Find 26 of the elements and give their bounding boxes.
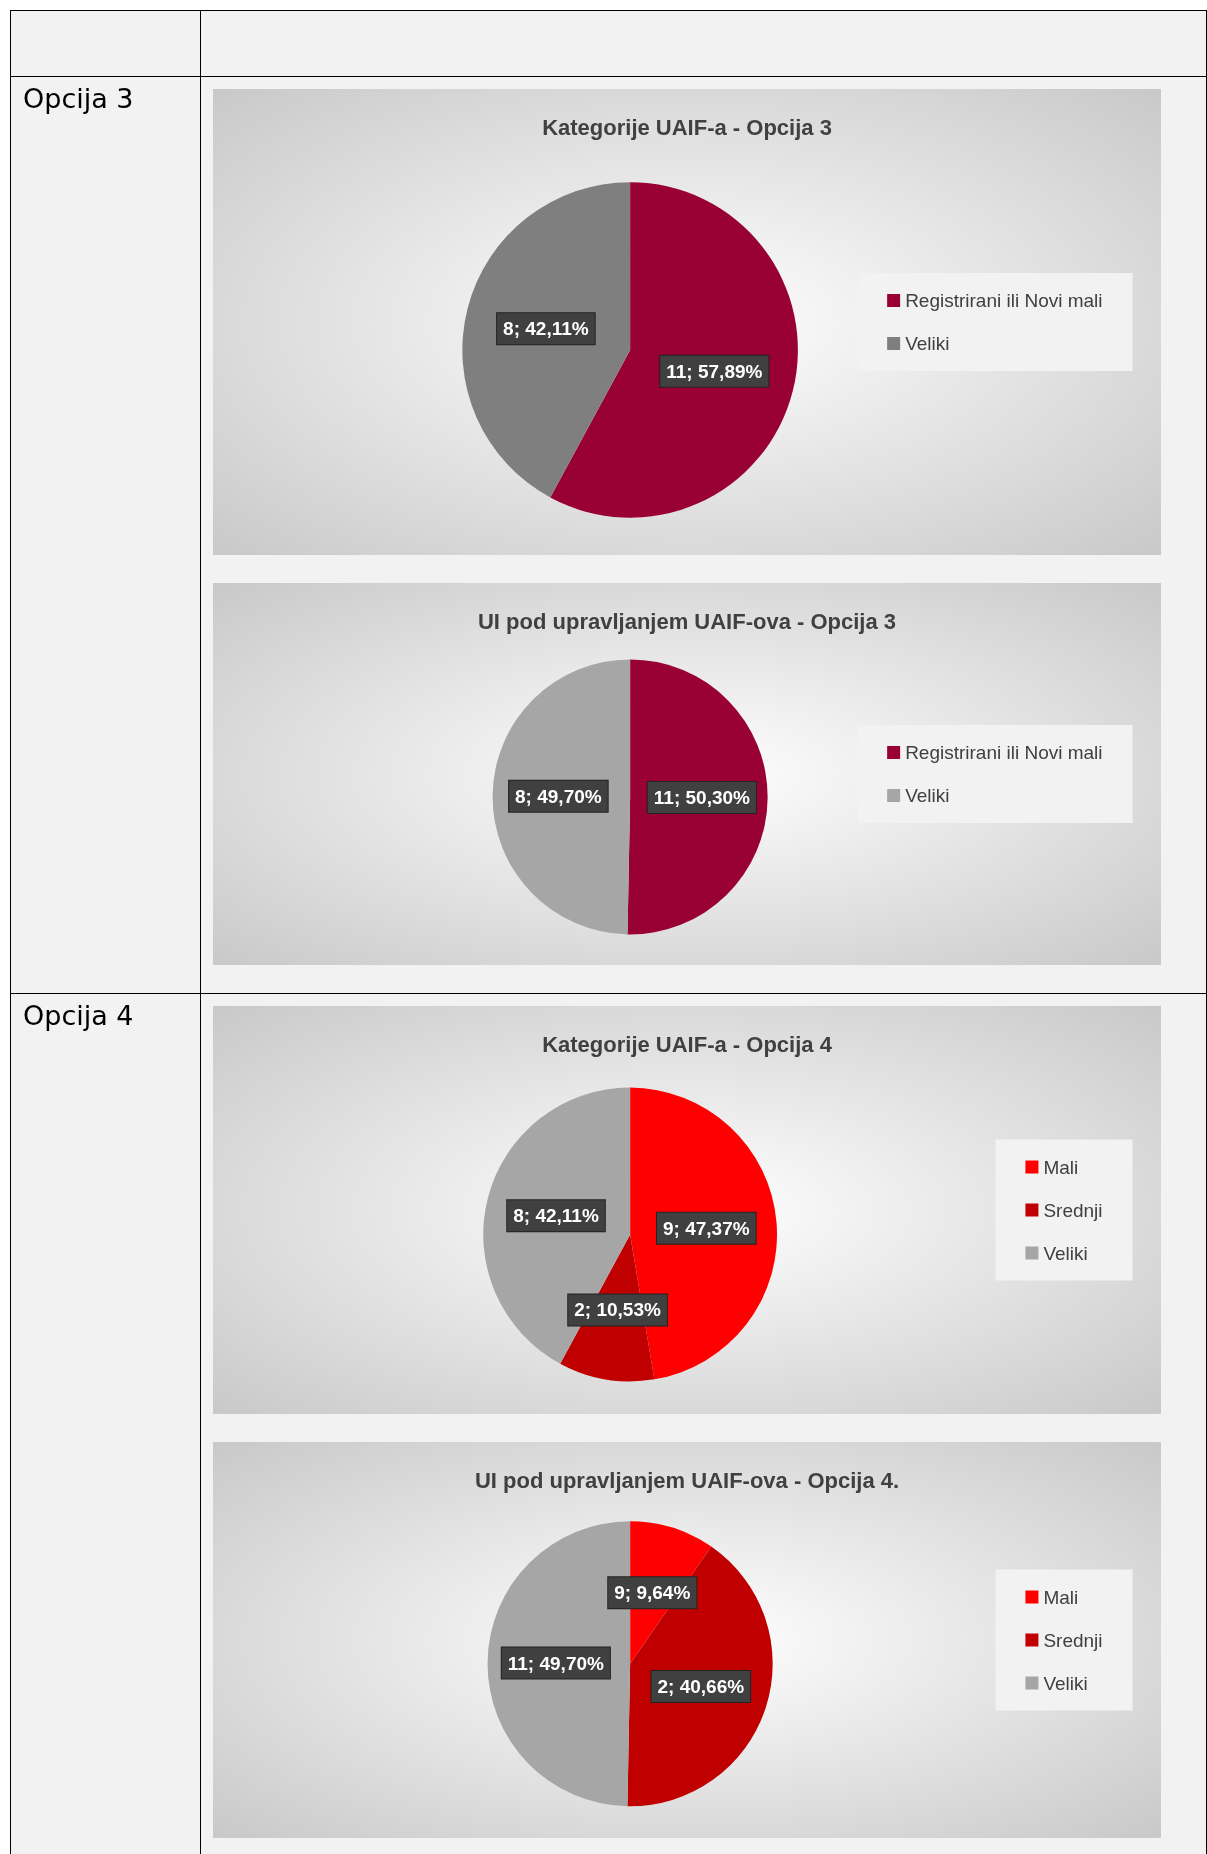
legend-label: Registrirani ili Novi mali <box>905 742 1103 763</box>
legend-label: Mali <box>1043 1156 1079 1178</box>
legend-label: Srednji <box>1043 1199 1103 1221</box>
chart-title: UI pod upravljanjem UAIF-ova - Opcija 4. <box>474 1467 900 1493</box>
text: Opcija 4 <box>10 993 201 1854</box>
data-label: 2; 40,66% <box>657 1676 745 1698</box>
chart-title: Kategorije UAIF-a - Opcija 3 <box>542 114 832 140</box>
legend-label: Srednji <box>1043 1629 1103 1651</box>
data-label: 11; 50,30% <box>653 787 751 809</box>
data-label: 11; 49,70% <box>507 1652 605 1674</box>
data-label: 8; 42,11% <box>513 1205 599 1227</box>
legend-label: Veliki <box>1043 1242 1088 1264</box>
chart-title: UI pod upravljanjem UAIF-ova - Opcija 3 <box>477 608 897 634</box>
data-label: 8; 42,11% <box>503 318 589 340</box>
data-label: 9; 9,64% <box>614 1582 691 1604</box>
legend-label: Mali <box>1043 1586 1079 1608</box>
data-label: 11; 57,89% <box>666 360 763 382</box>
data-label: 2; 10,53% <box>574 1299 661 1321</box>
text: Opcija 3 <box>10 76 201 994</box>
legend-label: Registrirani ili Novi mali <box>905 290 1103 311</box>
chart-title: Kategorije UAIF-a - Opcija 4 <box>542 1031 833 1057</box>
data-label: 9; 47,37% <box>662 1217 750 1239</box>
legend-label: Veliki <box>905 785 950 806</box>
data-label: 8; 49,70% <box>515 785 602 807</box>
legend-label: Veliki <box>905 333 950 354</box>
legend-label: Veliki <box>1043 1672 1088 1694</box>
